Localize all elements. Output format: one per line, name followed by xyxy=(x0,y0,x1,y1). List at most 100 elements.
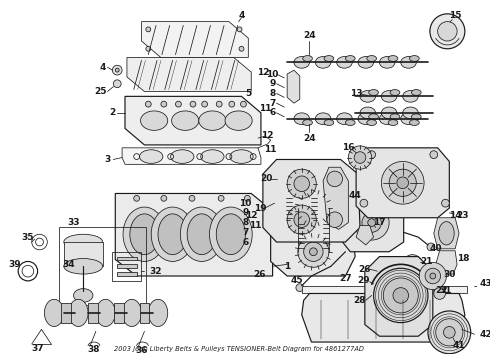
Text: 36: 36 xyxy=(135,346,148,355)
Ellipse shape xyxy=(401,57,416,68)
Ellipse shape xyxy=(360,107,375,119)
Text: 16: 16 xyxy=(342,143,355,152)
Ellipse shape xyxy=(96,299,115,327)
Circle shape xyxy=(362,213,381,232)
Text: 6: 6 xyxy=(270,108,276,117)
Ellipse shape xyxy=(390,90,400,95)
Text: 9: 9 xyxy=(242,208,248,217)
Text: 10: 10 xyxy=(239,199,251,208)
Circle shape xyxy=(430,151,438,158)
Circle shape xyxy=(441,199,449,207)
Polygon shape xyxy=(122,148,261,164)
Text: 35: 35 xyxy=(22,233,34,242)
Text: 8: 8 xyxy=(270,89,276,98)
Ellipse shape xyxy=(294,113,310,125)
Text: 27: 27 xyxy=(339,274,352,283)
Circle shape xyxy=(287,205,316,234)
Circle shape xyxy=(427,243,435,251)
Circle shape xyxy=(304,198,323,218)
Circle shape xyxy=(115,68,119,72)
Text: 1: 1 xyxy=(284,262,290,271)
Circle shape xyxy=(113,80,121,87)
Circle shape xyxy=(408,260,417,269)
Text: 18: 18 xyxy=(457,254,469,263)
Circle shape xyxy=(310,204,317,212)
Polygon shape xyxy=(436,251,457,274)
Text: 31: 31 xyxy=(439,286,452,295)
Ellipse shape xyxy=(403,107,418,119)
Ellipse shape xyxy=(199,111,226,130)
Polygon shape xyxy=(140,303,149,323)
Ellipse shape xyxy=(209,207,252,261)
Text: 5: 5 xyxy=(245,89,251,98)
Text: 32: 32 xyxy=(150,267,162,276)
Circle shape xyxy=(175,101,181,107)
Ellipse shape xyxy=(412,90,421,95)
Circle shape xyxy=(434,288,445,299)
Circle shape xyxy=(304,242,323,261)
Ellipse shape xyxy=(324,55,334,62)
Ellipse shape xyxy=(64,258,103,274)
Ellipse shape xyxy=(64,234,103,250)
Circle shape xyxy=(218,195,224,201)
Polygon shape xyxy=(356,225,373,245)
Text: 7: 7 xyxy=(242,228,248,237)
Text: 12: 12 xyxy=(245,211,257,220)
Circle shape xyxy=(419,262,446,289)
Text: 7: 7 xyxy=(270,99,276,108)
Ellipse shape xyxy=(74,289,93,302)
Text: 9: 9 xyxy=(270,79,276,88)
Circle shape xyxy=(389,169,416,197)
Ellipse shape xyxy=(381,90,397,102)
Ellipse shape xyxy=(345,55,355,62)
Circle shape xyxy=(393,288,409,303)
Ellipse shape xyxy=(225,111,252,130)
Ellipse shape xyxy=(367,55,376,62)
Bar xyxy=(59,228,147,305)
Circle shape xyxy=(239,46,244,51)
Ellipse shape xyxy=(403,90,418,102)
Ellipse shape xyxy=(303,55,313,62)
Circle shape xyxy=(436,319,463,346)
Text: 15: 15 xyxy=(449,11,462,20)
Polygon shape xyxy=(302,293,465,342)
Text: 12: 12 xyxy=(262,131,274,140)
Text: 11: 11 xyxy=(259,104,271,113)
Text: 40: 40 xyxy=(429,244,442,253)
Ellipse shape xyxy=(367,120,376,126)
Ellipse shape xyxy=(369,114,378,120)
Ellipse shape xyxy=(358,113,373,125)
Text: 23: 23 xyxy=(457,211,469,220)
Text: 28: 28 xyxy=(354,296,366,305)
Ellipse shape xyxy=(358,57,373,68)
Ellipse shape xyxy=(230,150,253,163)
Text: 20: 20 xyxy=(261,174,273,183)
Text: 37: 37 xyxy=(31,345,44,354)
Text: 12: 12 xyxy=(257,68,269,77)
Ellipse shape xyxy=(390,114,400,120)
Text: 3: 3 xyxy=(104,155,111,164)
Text: 4: 4 xyxy=(99,63,106,72)
Ellipse shape xyxy=(303,120,313,126)
Ellipse shape xyxy=(379,113,395,125)
Polygon shape xyxy=(142,22,248,58)
Text: 4: 4 xyxy=(238,11,245,20)
Ellipse shape xyxy=(172,111,199,130)
Circle shape xyxy=(381,161,424,204)
Ellipse shape xyxy=(381,107,397,119)
Polygon shape xyxy=(270,189,355,276)
Ellipse shape xyxy=(140,150,163,163)
Bar xyxy=(117,272,137,276)
Ellipse shape xyxy=(324,120,334,126)
Ellipse shape xyxy=(337,113,352,125)
Circle shape xyxy=(425,268,441,284)
Circle shape xyxy=(146,101,151,107)
Ellipse shape xyxy=(69,299,88,327)
Circle shape xyxy=(296,284,304,292)
Circle shape xyxy=(241,101,246,107)
Ellipse shape xyxy=(379,57,395,68)
Text: 38: 38 xyxy=(88,345,100,354)
Circle shape xyxy=(190,101,196,107)
Polygon shape xyxy=(127,58,251,91)
Ellipse shape xyxy=(180,207,223,261)
